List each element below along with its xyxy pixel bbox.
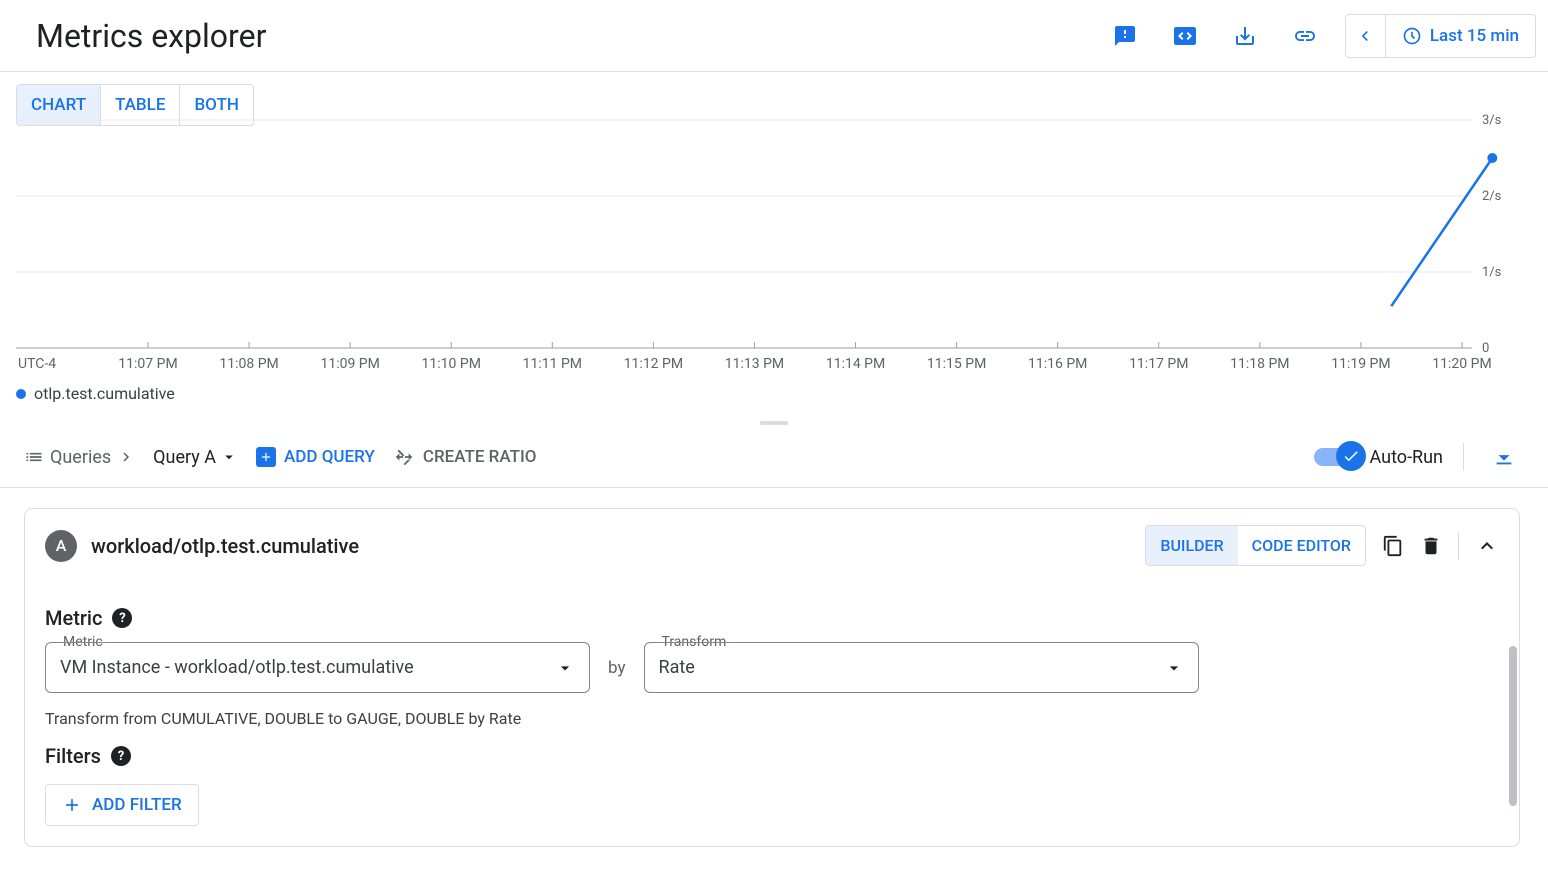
- divider: [1463, 443, 1464, 471]
- scrollbar[interactable]: [1509, 646, 1517, 806]
- svg-text:11:16 PM: 11:16 PM: [1028, 356, 1087, 372]
- svg-text:11:19 PM: 11:19 PM: [1331, 356, 1390, 372]
- download-icon[interactable]: [1225, 16, 1265, 56]
- check-icon: [1342, 447, 1360, 465]
- chart-area: 3/s 2/s 1/s 0 11:07 PM 11:08 PM 11:09 PM 11:10 …: [16, 110, 1532, 380]
- delete-button[interactable]: [1420, 535, 1442, 557]
- svg-text:11:07 PM: 11:07 PM: [118, 356, 177, 372]
- plus-icon: [256, 447, 276, 467]
- query-bar-right: Auto-Run: [1314, 437, 1524, 477]
- metric-form-row: Metric VM Instance - workload/otlp.test.…: [45, 642, 1499, 693]
- svg-text:1/s: 1/s: [1482, 265, 1502, 280]
- svg-text:UTC-4: UTC-4: [18, 356, 56, 372]
- query-badge: A: [45, 530, 77, 562]
- by-label: by: [608, 658, 626, 678]
- page-header: Metrics explorer Last 15 min: [0, 0, 1548, 72]
- time-range-nav: Last 15 min: [1345, 14, 1536, 58]
- create-ratio-label: CREATE RATIO: [423, 447, 537, 467]
- transform-select-group: Transform Rate: [644, 642, 1199, 693]
- transform-value: Rate: [659, 657, 695, 678]
- code-icon[interactable]: [1165, 16, 1205, 56]
- queries-breadcrumb[interactable]: Queries: [24, 447, 135, 468]
- tab-builder[interactable]: BUILDER: [1146, 526, 1237, 565]
- divider: [1458, 532, 1459, 560]
- drag-handle[interactable]: [0, 419, 1548, 427]
- query-panel: A workload/otlp.test.cumulative BUILDER …: [24, 508, 1520, 847]
- time-range-picker[interactable]: Last 15 min: [1386, 26, 1535, 46]
- link-icon[interactable]: [1285, 16, 1325, 56]
- list-icon: [24, 447, 44, 467]
- plus-icon: [62, 795, 82, 815]
- help-icon[interactable]: ?: [111, 746, 131, 766]
- svg-text:11:09 PM: 11:09 PM: [320, 356, 379, 372]
- auto-run-label: Auto-Run: [1370, 447, 1443, 468]
- svg-text:3/s: 3/s: [1482, 113, 1502, 128]
- legend-dot: [16, 389, 26, 399]
- svg-text:11:11 PM: 11:11 PM: [523, 356, 582, 372]
- collapse-panel-button[interactable]: [1475, 534, 1499, 558]
- auto-run-toggle[interactable]: Auto-Run: [1314, 447, 1443, 468]
- metric-select[interactable]: VM Instance - workload/otlp.test.cumulat…: [45, 642, 590, 693]
- create-ratio-button[interactable]: CREATE RATIO: [393, 446, 537, 468]
- chart-legend: otlp.test.cumulative: [16, 380, 1532, 411]
- transform-description: Transform from CUMULATIVE, DOUBLE to GAU…: [45, 709, 1499, 728]
- add-filter-label: ADD FILTER: [92, 795, 182, 815]
- time-prev-button[interactable]: [1346, 15, 1386, 57]
- svg-text:11:18 PM: 11:18 PM: [1230, 356, 1289, 372]
- svg-text:11:20 PM: 11:20 PM: [1432, 356, 1491, 372]
- copy-button[interactable]: [1382, 535, 1404, 557]
- panel-header: A workload/otlp.test.cumulative BUILDER …: [25, 509, 1519, 582]
- svg-text:11:10 PM: 11:10 PM: [422, 356, 481, 372]
- current-query-label: Query A: [153, 447, 216, 468]
- transform-select[interactable]: Rate: [644, 642, 1199, 693]
- svg-text:2/s: 2/s: [1482, 189, 1502, 204]
- help-icon[interactable]: ?: [112, 608, 132, 628]
- query-selector[interactable]: Query A: [153, 447, 238, 468]
- chart-section: CHART TABLE BOTH 3/s2/s1/s011:07 PM11:08…: [0, 72, 1548, 419]
- metric-section-label: Metric ?: [45, 606, 1499, 630]
- add-query-label: ADD QUERY: [284, 447, 375, 467]
- metric-value: VM Instance - workload/otlp.test.cumulat…: [60, 657, 414, 678]
- panel-body: Metric ? Metric VM Instance - workload/o…: [25, 582, 1519, 846]
- toggle-track: [1314, 448, 1358, 466]
- header-actions: Last 15 min: [1105, 14, 1536, 58]
- filters-section-label: Filters ?: [45, 744, 1499, 768]
- editor-mode-tabs: BUILDER CODE EDITOR: [1145, 525, 1366, 566]
- tab-code-editor[interactable]: CODE EDITOR: [1238, 526, 1365, 565]
- feedback-icon[interactable]: [1105, 16, 1145, 56]
- toggle-knob: [1336, 441, 1366, 471]
- dropdown-icon: [220, 448, 238, 466]
- metrics-chart[interactable]: 3/s 2/s 1/s 0 11:07 PM 11:08 PM 11:09 PM 11:10 …: [16, 110, 1532, 380]
- svg-text:11:17 PM: 11:17 PM: [1129, 356, 1188, 372]
- query-bar-left: Queries Query A ADD QUERY CREATE RATIO: [24, 446, 536, 468]
- ratio-icon: [393, 446, 415, 468]
- panel-title: workload/otlp.test.cumulative: [91, 534, 359, 558]
- svg-text:11:08 PM: 11:08 PM: [219, 356, 278, 372]
- svg-text:11:15 PM: 11:15 PM: [927, 356, 986, 372]
- dropdown-icon: [1164, 658, 1184, 678]
- add-query-button[interactable]: ADD QUERY: [256, 447, 375, 467]
- svg-text:11:14 PM: 11:14 PM: [826, 356, 885, 372]
- queries-label: Queries: [50, 447, 111, 468]
- chevron-right-icon: [117, 448, 135, 466]
- dropdown-icon: [555, 658, 575, 678]
- collapse-all-button[interactable]: [1484, 437, 1524, 477]
- svg-text:11:12 PM: 11:12 PM: [624, 356, 683, 372]
- time-range-label: Last 15 min: [1430, 26, 1519, 46]
- add-filter-button[interactable]: ADD FILTER: [45, 784, 199, 826]
- svg-text:0: 0: [1482, 341, 1489, 356]
- legend-series-name: otlp.test.cumulative: [34, 384, 175, 403]
- page-title: Metrics explorer: [36, 17, 266, 55]
- query-bar: Queries Query A ADD QUERY CREATE RATIO A…: [0, 427, 1548, 488]
- metric-select-group: Metric VM Instance - workload/otlp.test.…: [45, 642, 590, 693]
- svg-text:11:13 PM: 11:13 PM: [725, 356, 784, 372]
